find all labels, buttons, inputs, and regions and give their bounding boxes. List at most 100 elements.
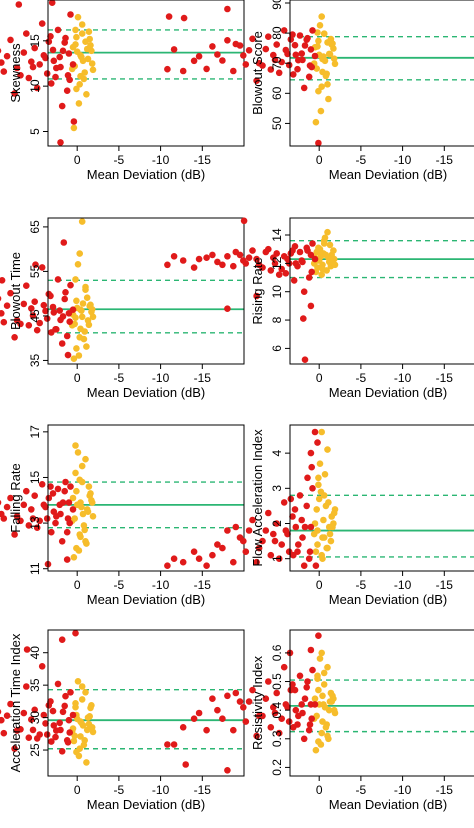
data-point <box>59 313 67 320</box>
data-point <box>309 666 316 674</box>
y-tick-label: 45 <box>28 309 42 323</box>
series-2 <box>0 629 79 755</box>
data-point <box>67 483 74 490</box>
data-point <box>232 248 240 256</box>
data-point <box>31 44 38 52</box>
data-point <box>7 494 14 502</box>
data-point <box>89 313 97 321</box>
data-point <box>301 356 309 364</box>
data-point <box>327 537 335 545</box>
data-point <box>287 686 295 694</box>
data-point <box>73 715 81 723</box>
data-point <box>20 709 28 717</box>
x-tick-label: -5 <box>356 153 367 167</box>
data-point <box>329 523 336 531</box>
data-point <box>311 701 319 708</box>
series-2 <box>164 5 322 147</box>
data-point <box>83 343 90 350</box>
data-point <box>84 714 92 721</box>
data-point <box>291 506 299 513</box>
data-point <box>48 329 55 336</box>
x-axis-label: Mean Deviation (dB) <box>87 385 206 400</box>
data-point <box>61 487 68 495</box>
data-point <box>273 41 281 48</box>
data-point <box>47 483 54 490</box>
data-point <box>319 555 326 562</box>
data-point <box>84 317 92 324</box>
data-point <box>245 254 253 261</box>
data-point <box>280 499 288 506</box>
data-point <box>259 537 266 545</box>
data-point <box>300 84 308 92</box>
data-point <box>69 306 77 314</box>
data-point <box>224 37 231 44</box>
data-point <box>315 632 322 639</box>
data-point <box>291 243 299 250</box>
data-point <box>275 271 283 279</box>
data-point <box>230 67 237 75</box>
data-point <box>329 692 336 700</box>
data-point <box>282 701 290 708</box>
data-point <box>28 506 35 513</box>
data-point <box>304 34 311 42</box>
data-point <box>300 315 307 322</box>
data-point <box>0 68 8 75</box>
data-point <box>330 247 337 254</box>
data-point <box>74 678 82 685</box>
plot-frame <box>47 0 245 147</box>
data-point <box>271 56 279 64</box>
data-point <box>306 62 314 69</box>
data-point <box>280 27 288 34</box>
data-point <box>259 712 266 720</box>
data-point <box>322 251 330 259</box>
data-point <box>33 735 41 742</box>
x-tick-label: -5 <box>114 153 125 167</box>
data-point <box>56 53 63 61</box>
data-point <box>67 689 74 696</box>
data-point <box>64 72 72 79</box>
x-axis-label: Mean Deviation (dB) <box>329 167 448 182</box>
data-point <box>195 255 203 263</box>
data-point <box>53 64 60 72</box>
data-point <box>240 52 247 59</box>
data-point <box>59 708 67 716</box>
y-tick-label: 0.2 <box>270 759 284 776</box>
data-point <box>61 702 68 710</box>
data-point <box>43 315 51 322</box>
data-point <box>203 726 210 734</box>
data-point <box>72 629 79 637</box>
data-point <box>0 310 5 317</box>
data-point <box>214 706 221 714</box>
data-point <box>164 562 171 569</box>
data-point <box>83 91 90 98</box>
data-point <box>0 48 2 54</box>
data-point <box>77 533 84 541</box>
data-point <box>331 261 339 269</box>
series-1 <box>310 13 339 126</box>
data-point <box>38 264 46 271</box>
data-point <box>50 309 58 316</box>
data-point <box>20 49 28 56</box>
data-point <box>0 295 2 302</box>
data-point <box>78 719 85 727</box>
data-point <box>285 61 293 69</box>
data-point <box>315 738 322 745</box>
data-point <box>275 555 283 562</box>
data-point <box>0 59 5 66</box>
data-point <box>63 87 71 94</box>
data-point <box>82 38 89 45</box>
data-point <box>190 57 198 65</box>
data-point <box>240 217 248 225</box>
panel-4: 0 -5 -10 -15 6 8 10 12 14 Mean Deviation (dB) Risi… <box>164 217 474 400</box>
data-point <box>245 698 253 705</box>
data-point <box>265 33 272 40</box>
y-tick-label: 6 <box>270 345 284 352</box>
data-point <box>320 534 328 541</box>
y-axis-label: Flow Acceleration Index <box>250 429 265 567</box>
data-point <box>54 680 62 688</box>
x-axis-label: Mean Deviation (dB) <box>329 385 448 400</box>
data-point <box>313 506 321 513</box>
data-point <box>72 469 79 477</box>
data-point <box>219 544 226 552</box>
data-point <box>69 494 77 502</box>
